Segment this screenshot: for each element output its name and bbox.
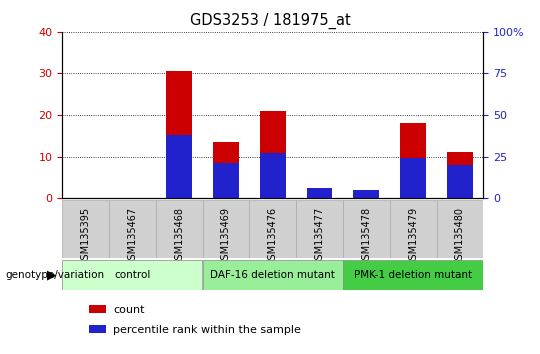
Bar (156, 200, 202, 258)
Text: GDS3253 / 181975_at: GDS3253 / 181975_at (190, 12, 350, 29)
Bar (89, 305, 106, 313)
Text: ▶: ▶ (47, 269, 57, 282)
Bar (202, 260, 343, 290)
Bar (400, 158, 426, 198)
Text: control: control (114, 270, 151, 280)
Bar (400, 124, 426, 198)
Bar (343, 260, 483, 290)
Bar (353, 192, 379, 198)
Text: GSM135395: GSM135395 (80, 207, 91, 266)
Text: GSM135468: GSM135468 (174, 207, 184, 266)
Text: GSM135480: GSM135480 (455, 207, 465, 266)
Text: GSM135477: GSM135477 (314, 207, 325, 266)
Bar (202, 200, 249, 258)
Bar (249, 200, 296, 258)
Text: genotype/variation: genotype/variation (5, 270, 105, 280)
Text: PMK-1 deletion mutant: PMK-1 deletion mutant (354, 270, 472, 280)
Bar (436, 200, 483, 258)
Bar (166, 72, 192, 198)
Bar (166, 135, 192, 198)
Bar (260, 111, 286, 198)
Bar (89, 325, 106, 333)
Bar (353, 190, 379, 198)
Bar (447, 165, 473, 198)
Text: GSM135479: GSM135479 (408, 207, 418, 266)
Bar (343, 200, 390, 258)
Bar (62, 260, 202, 290)
Text: GSM135476: GSM135476 (268, 207, 278, 266)
Bar (260, 153, 286, 198)
Text: GSM135478: GSM135478 (361, 207, 372, 266)
Text: DAF-16 deletion mutant: DAF-16 deletion mutant (210, 270, 335, 280)
Bar (296, 200, 343, 258)
Bar (307, 190, 333, 198)
Text: percentile rank within the sample: percentile rank within the sample (113, 325, 301, 335)
Bar (390, 200, 436, 258)
Bar (213, 163, 239, 198)
Text: count: count (113, 305, 145, 315)
Bar (307, 188, 333, 198)
Bar (109, 200, 156, 258)
Bar (62, 200, 109, 258)
Text: GSM135469: GSM135469 (221, 207, 231, 266)
Bar (213, 142, 239, 198)
Text: GSM135467: GSM135467 (127, 207, 137, 266)
Bar (447, 153, 473, 198)
